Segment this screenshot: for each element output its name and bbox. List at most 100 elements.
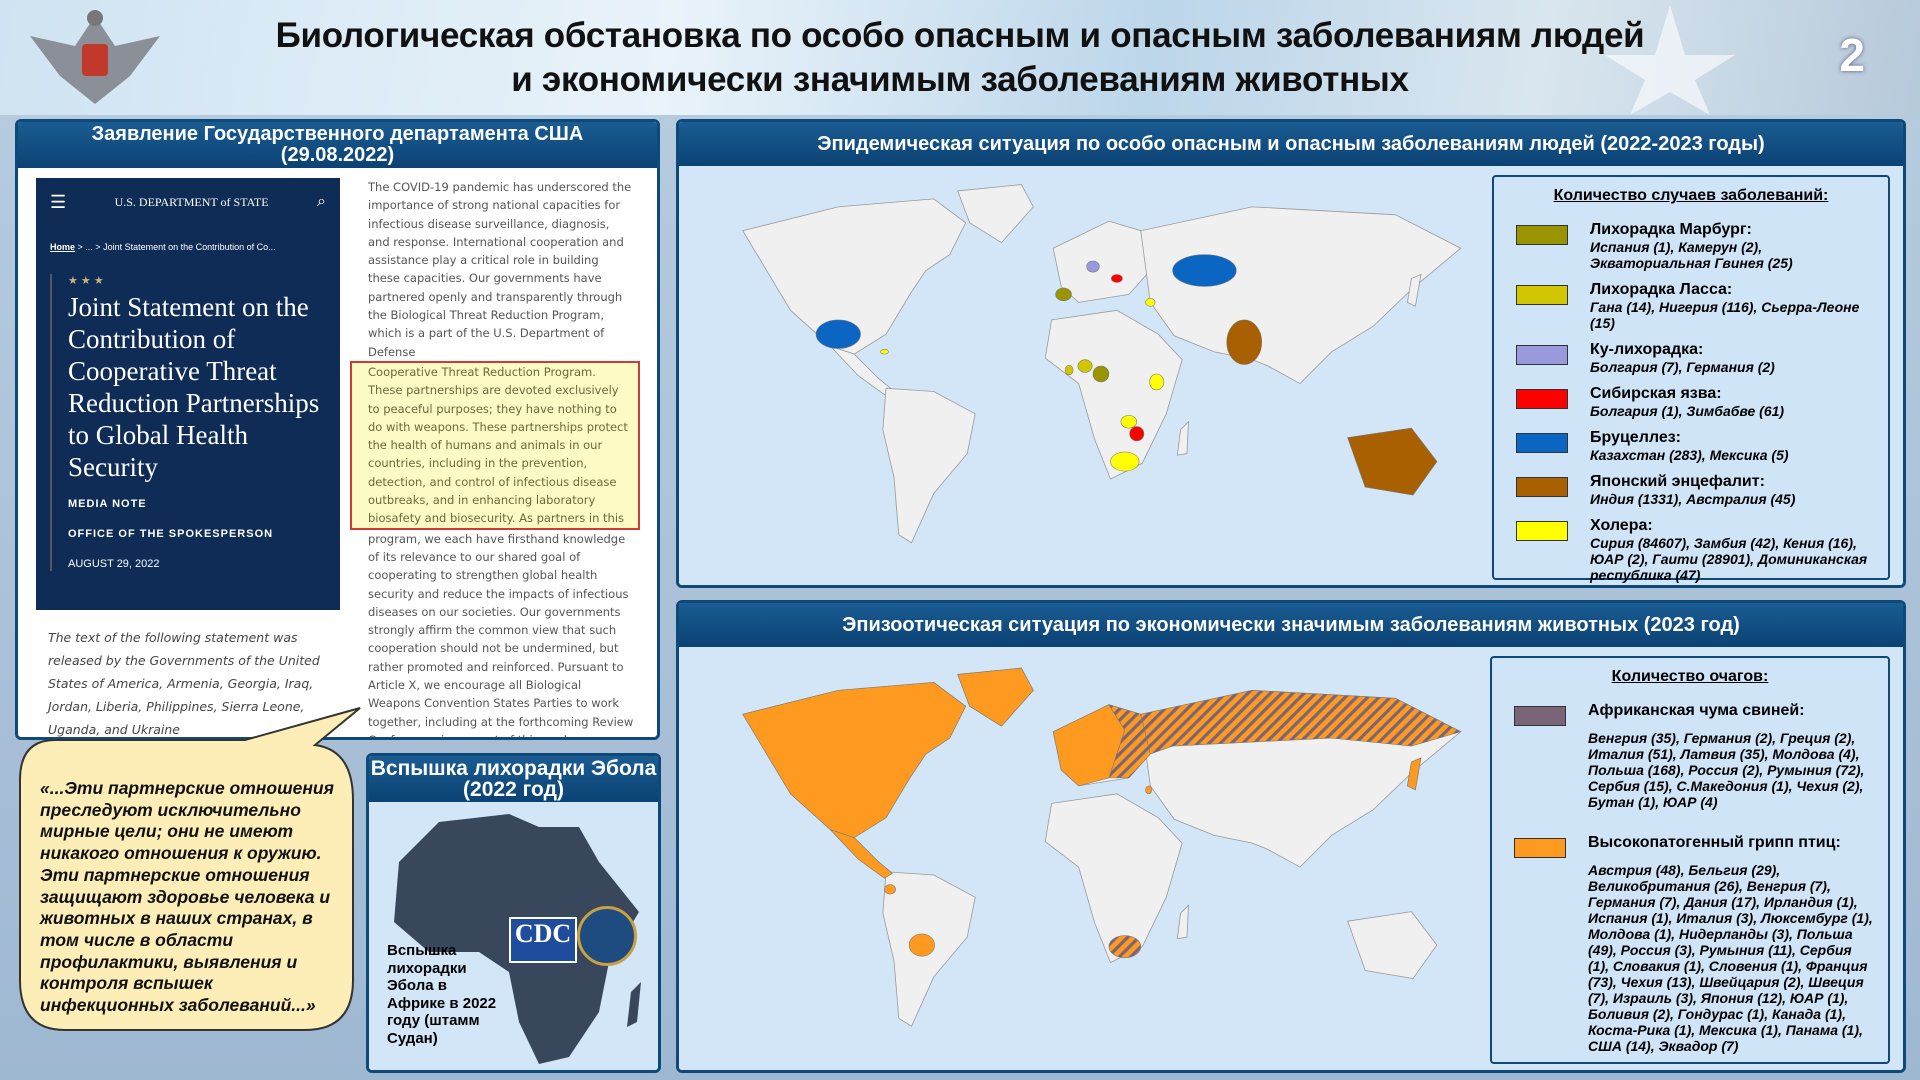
header-banner: Биологическая обстановка по особо опасны… — [0, 0, 1920, 115]
legend-swatch — [1516, 345, 1568, 365]
dtra-seal-logo — [577, 906, 637, 966]
region-kazakhstan — [1172, 254, 1237, 287]
disease-name: Лихорадка Ласса: — [1590, 281, 1733, 298]
media-note: MEDIA NOTE — [68, 498, 147, 510]
disease-name: Африканская чума свиней: — [1588, 702, 1805, 719]
quote-bubble-shape — [19, 707, 361, 1031]
page-number: 2 — [1839, 29, 1865, 81]
disease-cases: Сирия (84607), Замбия (42), Кения (16), … — [1590, 535, 1868, 583]
landmass-jp — [1406, 273, 1422, 307]
africa-map: CDC Вспышка лихорадки Эбола в Африке в 2… — [369, 802, 658, 1070]
statement-panel: Заявление Государственного департамента … — [15, 119, 660, 740]
region-central-america — [830, 829, 893, 879]
region-spain — [1055, 287, 1072, 302]
region-australia — [1347, 427, 1438, 496]
world-map-human — [742, 184, 1462, 544]
legend-item: Ку-лихорадка: Болгария (7), Германия (2) — [1508, 341, 1874, 375]
disease-name: Лихорадка Марбург: — [1590, 221, 1752, 238]
landmass-na — [742, 198, 967, 355]
landmass-af — [1044, 309, 1183, 480]
disease-name: Сибирская язва: — [1590, 385, 1722, 402]
legend-item: Японский энцефалит: Индия (1331), Австрал… — [1508, 473, 1874, 507]
disease-cases: Гана (14), Нигерия (116), Сьерра-Леоне (… — [1590, 299, 1860, 331]
legend-item: Лихорадка Марбург: Испания (1), Камерун (… — [1508, 221, 1874, 271]
region-israel — [1145, 785, 1153, 795]
ebola-panel: Вспышка лихорадки Эбола (2022 год) CDC В… — [366, 753, 661, 1073]
disease-cases: Венгрия (35), Германия (2), Греция (2), … — [1588, 730, 1865, 810]
legend-swatch — [1516, 477, 1568, 497]
search-icon[interactable]: ⌕ — [317, 193, 326, 210]
region-haiti — [880, 349, 889, 355]
cdc-logo: CDC — [509, 917, 577, 963]
region-south-africa — [1110, 451, 1140, 472]
region-india — [1226, 319, 1263, 365]
legend-item: Холера: Сирия (84607), Замбия (42), Кения… — [1508, 517, 1874, 583]
region-zambia — [1120, 415, 1138, 429]
landmass-mg — [1176, 420, 1189, 456]
animal-panel-title: Эпизоотическая ситуация по экономически … — [679, 603, 1903, 647]
disease-name: Высокопатогенный грипп птиц: — [1588, 834, 1841, 851]
disease-cases: Австрия (48), Бельгия (29), Великобритан… — [1588, 862, 1873, 1054]
region-germany — [1086, 260, 1100, 273]
statement-panel-title: Заявление Государственного департамента … — [18, 122, 657, 168]
legend-swatch — [1516, 389, 1568, 409]
disease-name: Бруцеллез: — [1590, 429, 1681, 446]
statement-left-column: ☰ U.S. DEPARTMENT of STATE ⌕ Home > ... … — [36, 178, 340, 737]
legend-swatch — [1516, 521, 1568, 541]
legend-swatch — [1514, 838, 1566, 858]
star-icon — [1605, 5, 1735, 115]
legend-item: Лихорадка Ласса: Гана (14), Нигерия (116)… — [1508, 281, 1874, 331]
disease-cases: Казахстан (283), Мексика (5) — [1590, 447, 1789, 463]
landmass-af — [1044, 793, 1183, 964]
region-nigeria — [1077, 359, 1093, 373]
region-ecuador — [884, 884, 896, 895]
disease-cases: Болгария (7), Германия (2) — [1590, 359, 1775, 375]
menu-icon[interactable]: ☰ — [50, 191, 67, 212]
statement-date: AUGUST 29, 2022 — [68, 558, 160, 570]
disease-name: Японский энцефалит: — [1590, 473, 1765, 490]
region-bulgaria — [1111, 274, 1123, 283]
legend-swatch — [1516, 285, 1568, 305]
stars-icon: ★ ★ ★ — [68, 275, 104, 287]
disease-cases: Испания (1), Камерун (2), Экваториальная… — [1590, 239, 1793, 271]
disease-name: Ку-лихорадка: — [1590, 341, 1704, 358]
disease-name: Холера: — [1590, 517, 1653, 534]
animal-legend: Количество очагов: Африканская чума свин… — [1490, 656, 1890, 1064]
disease-cases: Болгария (1), Зимбабве (61) — [1590, 403, 1785, 419]
breadcrumb-home[interactable]: Home — [50, 242, 76, 252]
legend-item: Высокопатогенный грипп птиц: Австрия (48)… — [1506, 834, 1874, 1054]
disease-cases: Индия (1331), Австралия (45) — [1590, 491, 1796, 507]
emblem-icon — [30, 10, 160, 104]
statement-body: The COVID-19 pandemic has underscored th… — [350, 178, 640, 737]
breadcrumb-current: Joint Statement on the Contribution of C… — [103, 242, 276, 252]
landmass-gl — [957, 184, 1034, 244]
region-russia — [1140, 690, 1462, 755]
region-syria — [1145, 298, 1156, 307]
landmass-mg — [1176, 904, 1189, 940]
page-title: Биологическая обстановка по особо опасны… — [275, 16, 1645, 99]
legend-swatch — [1514, 706, 1566, 726]
world-map-animal — [742, 667, 1462, 1027]
breadcrumb-separator: > ... > — [77, 242, 101, 252]
quote-text: «...Эти партнерские отношения преследуют… — [40, 778, 334, 1016]
region-greenland — [957, 667, 1034, 727]
statement-headline: Joint Statement on the Contribution of C… — [68, 292, 320, 482]
org-name: U.S. DEPARTMENT of STATE — [114, 194, 269, 209]
region-ghana — [1064, 364, 1074, 376]
animal-diseases-panel: Эпизоотическая ситуация по экономически … — [676, 600, 1906, 1073]
landmass-as — [1140, 206, 1462, 385]
region-bolivia — [908, 933, 935, 957]
region-south-africa — [1108, 935, 1142, 959]
statement-intro: The text of the following statement was … — [48, 630, 320, 737]
region-mexico — [815, 319, 861, 349]
landmass-sa — [882, 387, 976, 544]
state-dept-page-header: ☰ U.S. DEPARTMENT of STATE ⌕ Home > ... … — [36, 178, 340, 610]
statement-body-before: The COVID-19 pandemic has underscored th… — [368, 180, 632, 359]
highlighted-passage: Cooperative Threat Reduction Program. Th… — [350, 360, 640, 530]
human-panel-title: Эпидемическая ситуация по особо опасным … — [679, 122, 1903, 166]
animal-legend-title: Количество очагов: — [1611, 668, 1769, 685]
human-diseases-panel: Эпидемическая ситуация по особо опасным … — [676, 119, 1906, 588]
human-legend-title: Количество случаев заболеваний: — [1553, 187, 1829, 204]
human-legend: Количество случаев заболеваний: Лихорадк… — [1492, 175, 1890, 583]
ebola-panel-title: Вспышка лихорадки Эбола (2022 год) — [369, 756, 658, 802]
